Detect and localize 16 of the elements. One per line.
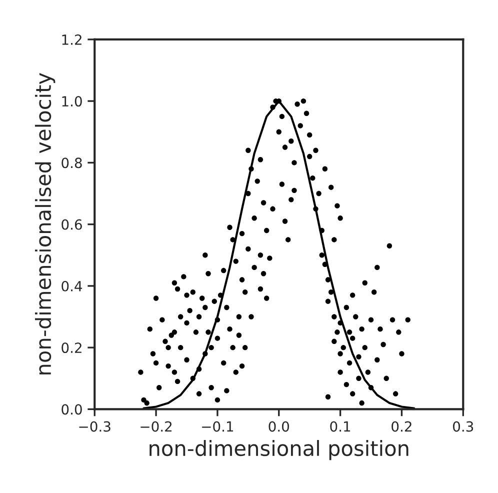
- y-tick-label: 1.2: [62, 34, 82, 45]
- y-tick-label: 1.0: [62, 96, 82, 107]
- y-axis-title: non-dimensionalised velocity: [35, 73, 56, 374]
- x-tick-label: −0.2: [140, 421, 172, 432]
- y-tick-label: 0.6: [62, 219, 82, 230]
- x-tick-label: −0.3: [79, 421, 110, 432]
- y-tick-label: 0.8: [62, 158, 82, 168]
- x-tick-label: 0.0: [268, 421, 289, 432]
- x-tick-label: 0.1: [330, 421, 350, 432]
- y-tick-label: 0.4: [62, 280, 82, 292]
- y-tick-label: 0.2: [62, 342, 82, 354]
- x-axis-title: non-dimensional position: [150, 440, 408, 460]
- x-tick-label: −0.1: [202, 421, 234, 432]
- y-tick-label: 0.0: [62, 404, 82, 415]
- x-tick-label: 0.2: [392, 421, 412, 432]
- x-tick-label: 0.3: [453, 421, 474, 432]
